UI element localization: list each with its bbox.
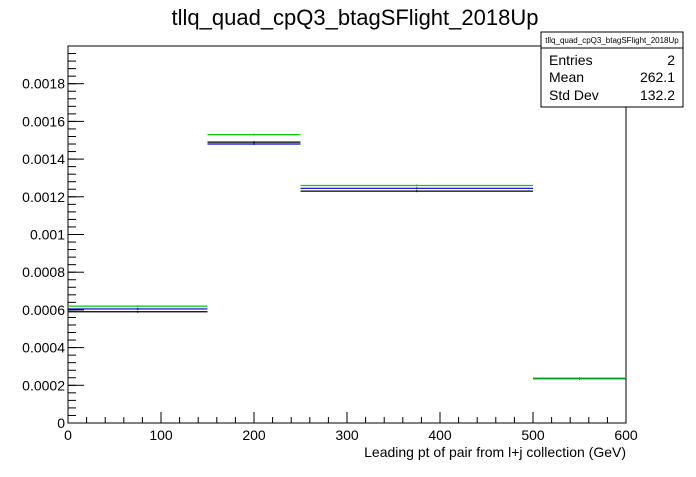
y-tick-label: 0 <box>57 415 65 431</box>
x-tick-label: 500 <box>521 427 545 443</box>
stats-stddev-value: 132.2 <box>640 87 675 103</box>
stats-box-title: tllq_quad_cpQ3_btagSFlight_2018Up <box>545 36 679 45</box>
series-layer <box>68 133 626 380</box>
x-tick-label: 100 <box>149 427 173 443</box>
x-tick-label: 400 <box>428 427 452 443</box>
x-axis: 0 100 200 300 400 500 600 <box>64 412 638 443</box>
y-tick-label: 0.0016 <box>22 113 65 129</box>
stats-mean-value: 262.1 <box>640 69 675 85</box>
y-tick-label: 0.0012 <box>22 189 65 205</box>
x-tick-label: 600 <box>614 427 638 443</box>
chart-title: tllq_quad_cpQ3_btagSFlight_2018Up <box>172 5 539 30</box>
y-tick-label: 0.0014 <box>22 151 65 167</box>
x-tick-label: 0 <box>64 427 72 443</box>
stats-box: tllq_quad_cpQ3_btagSFlight_2018Up Entrie… <box>540 31 684 108</box>
y-tick-label: 0.0006 <box>22 302 65 318</box>
stats-stddev-label: Std Dev <box>549 87 599 103</box>
stats-mean-label: Mean <box>549 69 584 85</box>
x-axis-label: Leading pt of pair from l+j collection (… <box>364 444 626 460</box>
y-tick-label: 0.0008 <box>22 264 65 280</box>
x-tick-label: 200 <box>242 427 266 443</box>
x-tick-label: 300 <box>335 427 359 443</box>
y-tick-label: 0.0002 <box>22 377 65 393</box>
stats-entries-value: 2 <box>667 52 675 68</box>
y-tick-label: 0.0004 <box>22 340 65 356</box>
stats-entries-label: Entries <box>549 52 593 68</box>
y-tick-label: 0.0018 <box>22 76 65 92</box>
y-tick-label: 0.001 <box>30 227 65 243</box>
y-axis: 0 0.0002 0.0004 0.0006 0.0008 0.001 0.0012 0.00… <box>22 45 84 431</box>
stats-box-frame <box>540 31 684 108</box>
